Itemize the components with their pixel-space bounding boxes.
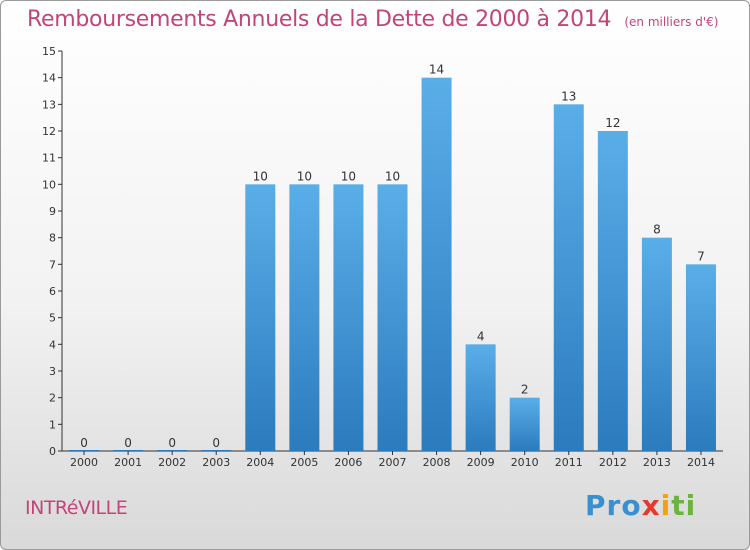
bar <box>685 264 716 451</box>
y-tick-label: 11 <box>42 152 56 165</box>
value-label: 10 <box>385 169 400 183</box>
y-tick-label: 8 <box>49 232 56 245</box>
value-label: 14 <box>429 63 444 77</box>
proxiti-logo: Proxiti <box>585 489 696 522</box>
y-tick-label: 4 <box>49 338 56 351</box>
y-tick-label: 1 <box>49 418 56 431</box>
x-tick-label: 2002 <box>158 456 186 469</box>
value-label: 7 <box>697 249 705 263</box>
x-tick-label: 2005 <box>290 456 318 469</box>
value-label: 10 <box>253 169 268 183</box>
x-tick-label: 2012 <box>599 456 627 469</box>
bar <box>377 184 408 452</box>
x-tick-label: 2001 <box>114 456 142 469</box>
value-label: 2 <box>521 383 529 397</box>
logo-part-4: ti <box>671 489 697 522</box>
value-label: 4 <box>477 329 485 343</box>
x-tick-label: 2004 <box>246 456 274 469</box>
x-tick-label: 2010 <box>511 456 539 469</box>
value-label: 12 <box>605 116 620 130</box>
value-label: 0 <box>168 436 176 450</box>
x-tick-label: 2006 <box>334 456 362 469</box>
bar <box>597 131 628 451</box>
bar <box>245 184 276 452</box>
chart-title: Remboursements Annuels de la Dette de 20… <box>27 7 612 32</box>
value-label: 8 <box>653 223 661 237</box>
bar <box>465 344 496 451</box>
bar <box>553 104 584 451</box>
value-label: 10 <box>341 169 356 183</box>
bar <box>421 77 452 452</box>
chart-subtitle: (en milliers d'€) <box>624 15 719 29</box>
y-tick-label: 10 <box>42 178 56 191</box>
y-tick-label: 12 <box>42 125 56 138</box>
x-tick-label: 2013 <box>643 456 671 469</box>
bar <box>509 397 540 451</box>
y-tick-label: 0 <box>49 445 56 458</box>
title-row: Remboursements Annuels de la Dette de 20… <box>27 7 718 32</box>
y-tick-label: 13 <box>42 98 56 111</box>
commune-name: INTRéVILLE <box>25 497 128 519</box>
x-tick-label: 2014 <box>687 456 715 469</box>
y-tick-label: 14 <box>42 72 56 85</box>
logo-part-2: x <box>641 489 661 522</box>
y-tick-label: 6 <box>49 285 56 298</box>
y-tick-label: 3 <box>49 365 56 378</box>
y-tick-label: 2 <box>49 392 56 405</box>
value-label: 13 <box>561 89 576 103</box>
value-label: 0 <box>124 436 132 450</box>
logo-part-1: Pro <box>585 489 642 522</box>
x-tick-label: 2000 <box>70 456 98 469</box>
x-tick-label: 2011 <box>555 456 583 469</box>
y-tick-label: 5 <box>49 312 56 325</box>
bar <box>333 184 364 452</box>
value-label: 10 <box>297 169 312 183</box>
x-tick-label: 2008 <box>423 456 451 469</box>
logo-part-3: i <box>660 489 672 522</box>
y-tick-label: 15 <box>42 45 56 58</box>
value-label: 0 <box>212 436 220 450</box>
bar <box>641 237 672 451</box>
y-tick-label: 9 <box>49 205 56 218</box>
x-tick-label: 2003 <box>202 456 230 469</box>
x-tick-label: 2009 <box>467 456 495 469</box>
y-tick-label: 7 <box>49 258 56 271</box>
x-tick-label: 2007 <box>379 456 407 469</box>
bar <box>289 184 320 452</box>
value-label: 0 <box>80 436 88 450</box>
